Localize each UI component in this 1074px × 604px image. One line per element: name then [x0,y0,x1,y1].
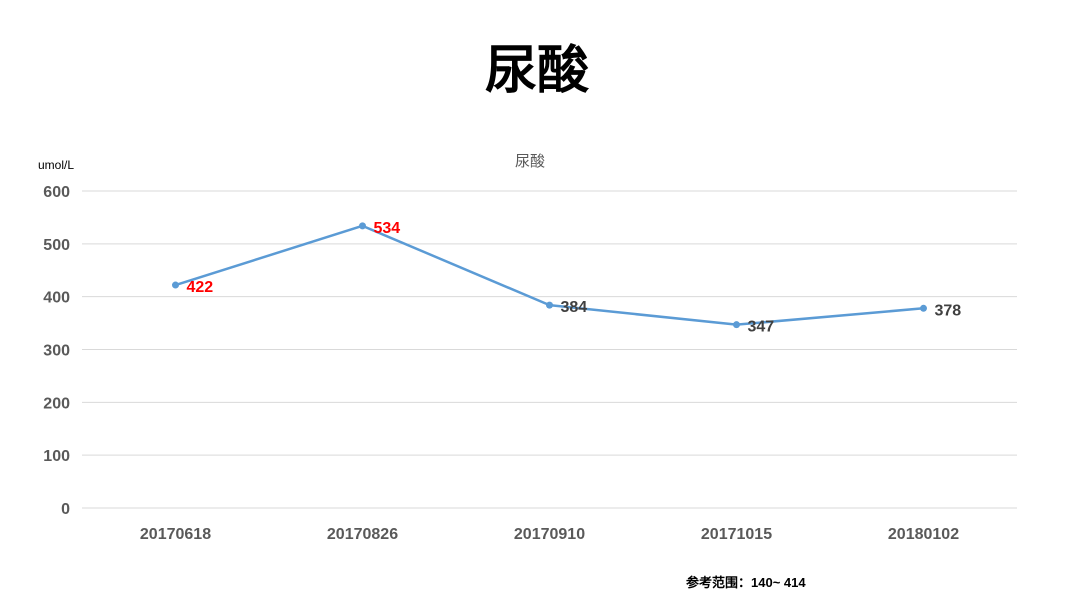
data-point [172,281,179,289]
x-tick-label: 20180102 [888,526,959,543]
page-title: 尿酸 [484,40,589,101]
data-point [359,222,366,230]
x-tick-label: 20170826 [327,526,398,543]
chart-title: 尿酸 [514,153,545,170]
y-tick-label: 400 [43,290,70,307]
y-tick-label: 200 [43,395,70,412]
data-labels: 422 534 384 347 378 [187,220,962,336]
data-label: 534 [374,220,401,237]
data-label: 378 [935,302,962,319]
series-line [175,224,924,326]
data-series [172,222,927,329]
x-tick-label: 20170910 [514,526,585,543]
y-tick-label: 0 [61,501,70,518]
data-point [546,301,553,309]
data-label: 422 [187,279,214,296]
data-label: 347 [748,319,775,336]
x-axis-ticks: 20170618 20170826 20170910 20171015 20180102 [140,526,959,543]
y-tick-label: 100 [43,448,70,465]
data-point [733,321,740,329]
data-label: 384 [561,299,588,316]
y-axis-ticks: 0 100 200 300 400 500 600 [43,184,70,518]
data-point [920,304,927,312]
x-tick-label: 20170618 [140,526,211,543]
y-tick-label: 300 [43,343,70,360]
y-tick-label: 500 [43,237,70,254]
y-tick-label: 600 [43,184,70,201]
x-tick-label: 20171015 [701,526,772,543]
reference-range-note: 参考范围：140~ 414 [686,575,806,590]
gridlines [82,190,1017,509]
y-axis-unit-label: umol/L [38,158,75,172]
